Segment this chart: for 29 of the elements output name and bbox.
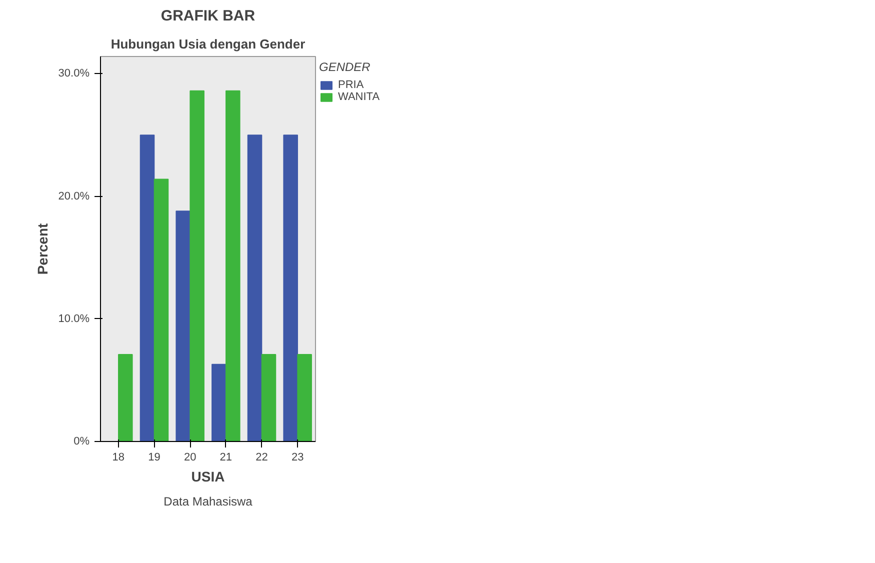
x-tick-label: 21 xyxy=(220,452,232,464)
bar xyxy=(118,354,133,442)
bar xyxy=(261,354,276,442)
x-tick-label: 23 xyxy=(291,452,304,464)
bar xyxy=(297,354,312,442)
chart-subtitle: Hubungan Usia dengan Gender xyxy=(110,36,306,52)
y-tick-label: 30.0% xyxy=(58,68,90,80)
bar xyxy=(212,364,226,442)
y-axis-title: Percent xyxy=(34,222,50,275)
x-tick-label: 19 xyxy=(148,452,160,464)
x-tick-label: 18 xyxy=(112,452,125,464)
text: Data Mahasiswa xyxy=(164,494,253,508)
y-tick-label: 20.0% xyxy=(58,190,90,202)
chart-title: GRAFIK BAR xyxy=(160,8,256,24)
x-tick-label: 22 xyxy=(256,452,268,464)
bar xyxy=(247,134,262,442)
bar xyxy=(283,134,298,442)
y-tick-label: 0% xyxy=(74,436,90,448)
bar xyxy=(226,90,240,442)
bar xyxy=(190,90,204,442)
y-tick-label: 10.0% xyxy=(58,312,90,325)
x-tick-label: 20 xyxy=(184,452,196,464)
bar xyxy=(140,134,155,442)
legend-label: PRIA xyxy=(338,79,364,91)
bar xyxy=(154,178,169,442)
bar xyxy=(176,210,190,442)
x-axis-title: USIA xyxy=(191,468,225,484)
legend-label: WANITA xyxy=(338,91,380,103)
legend-title: GENDER xyxy=(319,60,372,74)
